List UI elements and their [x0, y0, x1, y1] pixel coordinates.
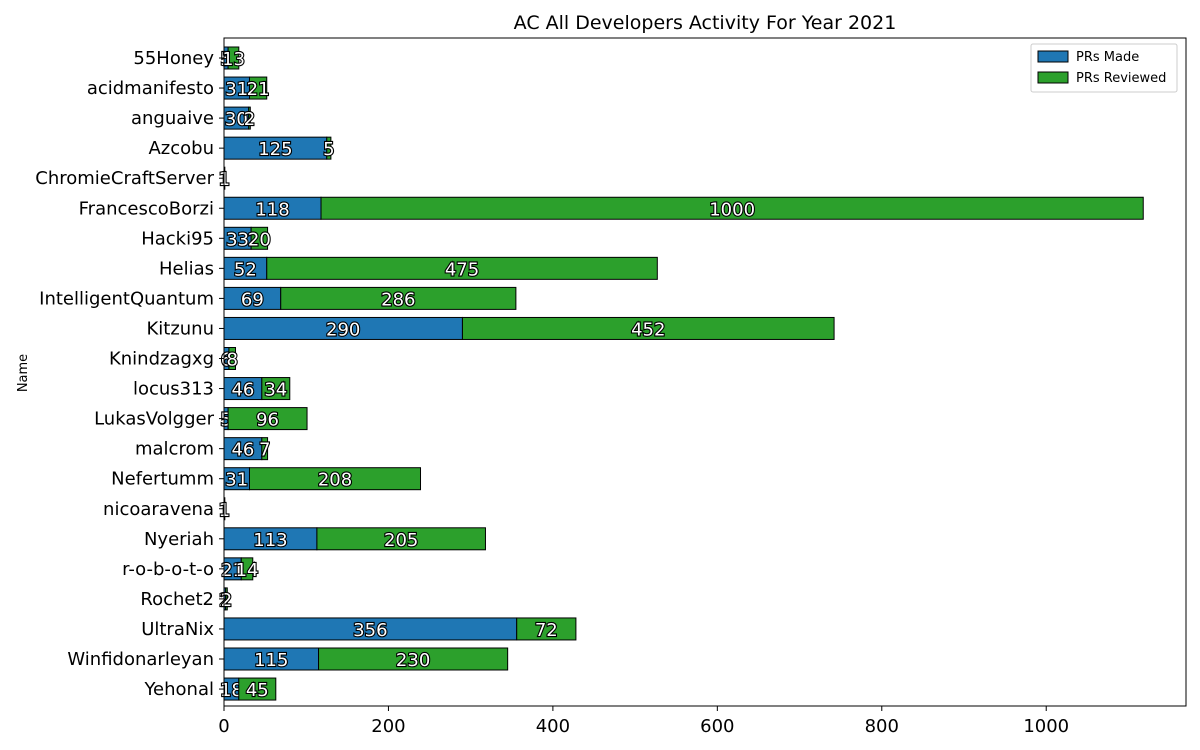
bar-value-label: 45	[246, 680, 269, 701]
bar-value-label: 18	[220, 680, 243, 701]
y-tick-label: acidmanifesto	[87, 78, 214, 99]
bar-value-label: 475	[445, 259, 479, 280]
x-tick-label: 400	[536, 716, 570, 737]
bar-prs-reviewed	[316, 527, 486, 551]
y-tick-label: Helias	[159, 258, 214, 279]
bar-prs-reviewed	[261, 437, 269, 461]
y-tick-label: 55Honey	[133, 48, 214, 69]
bar-value-label: 230	[396, 650, 430, 671]
bar-prs-reviewed	[461, 316, 835, 340]
y-tick-label: nicoaravena	[103, 499, 214, 520]
bar-value-label: 113	[253, 530, 287, 551]
bar-prs-reviewed	[280, 286, 517, 310]
y-tick-label: malcrom	[135, 439, 214, 460]
bar-value-label: 69	[241, 289, 264, 310]
y-tick-label: Nyeriah	[144, 529, 214, 550]
bar-prs-reviewed	[248, 467, 422, 491]
bar-value-label: 33	[226, 229, 249, 250]
y-tick-label: locus313	[133, 379, 214, 400]
bar-value-label: 125	[258, 139, 292, 160]
bar-value-label: 21	[247, 79, 270, 100]
bar-prs-reviewed	[318, 647, 509, 671]
bar-value-label: 118	[255, 199, 289, 220]
y-tick-label: Rochet2	[140, 589, 214, 610]
bar-value-label: 8	[226, 350, 237, 371]
bar-value-label: 1000	[709, 199, 755, 220]
y-tick-label: Hacki95	[141, 228, 214, 249]
bar-value-label: 2	[219, 590, 230, 611]
y-axis: 55Honey acidmanifesto anguaive Azcobu Chromi…	[35, 48, 224, 700]
x-tick-label: 1000	[1023, 716, 1069, 737]
y-axis-label: Name	[16, 354, 31, 392]
chart-title: AC All Developers Activity For Year 2021	[514, 12, 897, 34]
bar-prs-reviewed	[248, 76, 268, 100]
legend: PRs Made PRs Reviewed	[1030, 43, 1178, 93]
bar-value-label: 21	[221, 560, 244, 581]
x-tick-label: 600	[700, 716, 734, 737]
y-tick-label: FrancescoBorzi	[79, 198, 214, 219]
bar-prs-reviewed	[238, 677, 277, 701]
bar-value-label: 46	[231, 440, 254, 461]
bar-value-label: 20	[248, 229, 271, 250]
y-tick-label: r-o-b-o-t-o	[122, 559, 214, 580]
y-tick-label: LukasVolgger	[94, 409, 214, 430]
bar-value-label: 286	[381, 289, 415, 310]
bar-prs-reviewed	[320, 196, 1144, 220]
x-tick-label: 800	[865, 716, 899, 737]
bar-prs-reviewed	[516, 617, 577, 641]
bar-value-label: 452	[631, 319, 665, 340]
y-tick-label: ChromieCraftServer	[35, 168, 214, 189]
bar-value-label: 96	[256, 410, 279, 431]
bar-value-label: 205	[384, 530, 418, 551]
bar-prs-reviewed	[261, 377, 291, 401]
x-tick-label: 200	[371, 716, 405, 737]
bar-prs-reviewed	[248, 106, 251, 130]
y-tick-label: Kitzunu	[146, 318, 214, 339]
bar-prs-reviewed	[227, 407, 308, 431]
bar-prs-reviewed	[228, 347, 237, 370]
bar-value-label: 115	[254, 650, 288, 671]
bar-value-label: 290	[326, 319, 360, 340]
bar-value-label: 34	[264, 380, 287, 401]
bar-value-label: 72	[535, 620, 558, 641]
y-tick-label: UltraNix	[141, 619, 214, 640]
bar-value-label: 13	[222, 49, 245, 70]
y-tick-label: IntelligentQuantum	[39, 288, 214, 309]
plot-frame	[223, 37, 1187, 707]
legend-swatch-prs-reviewed	[1037, 71, 1069, 84]
y-tick-label: Nefertumm	[111, 469, 214, 490]
bar-prs-reviewed	[266, 256, 658, 280]
bar-value-label: 7	[259, 440, 270, 461]
bar-value-label: 30	[225, 109, 248, 130]
bar-prs-reviewed	[225, 587, 228, 611]
y-tick-label: Azcobu	[148, 138, 214, 159]
bar-value-label: 52	[234, 259, 257, 280]
bar-value-label: 356	[353, 620, 387, 641]
bar-value-label: 5	[323, 139, 334, 160]
bar-prs-reviewed	[227, 46, 240, 70]
bar-prs-reviewed	[326, 136, 332, 160]
y-tick-label: Yehonal	[143, 679, 214, 700]
bar-value-label: 208	[318, 470, 352, 491]
y-tick-label: anguaive	[131, 108, 214, 129]
bar-prs-reviewed	[240, 557, 254, 581]
bar-value-label: 2	[221, 590, 232, 611]
bar-value-label: 14	[236, 560, 259, 581]
x-tick-label: 0	[218, 716, 229, 737]
bar-value-label: 2	[244, 109, 255, 130]
legend-label: PRs Reviewed	[1076, 71, 1166, 86]
y-tick-label: Winfidonarleyan	[67, 649, 214, 670]
bar-value-label: 31	[225, 79, 248, 100]
bar-value-label: 31	[225, 470, 248, 491]
legend-swatch-prs-made	[1037, 50, 1069, 63]
y-tick-label: Knindzagxg	[109, 349, 214, 370]
legend-label: PRs Made	[1076, 50, 1139, 65]
bar-prs-reviewed	[250, 226, 269, 250]
x-axis: 0 200 400 600 800 1000	[218, 706, 1069, 737]
bar-value-label: 46	[231, 380, 254, 401]
